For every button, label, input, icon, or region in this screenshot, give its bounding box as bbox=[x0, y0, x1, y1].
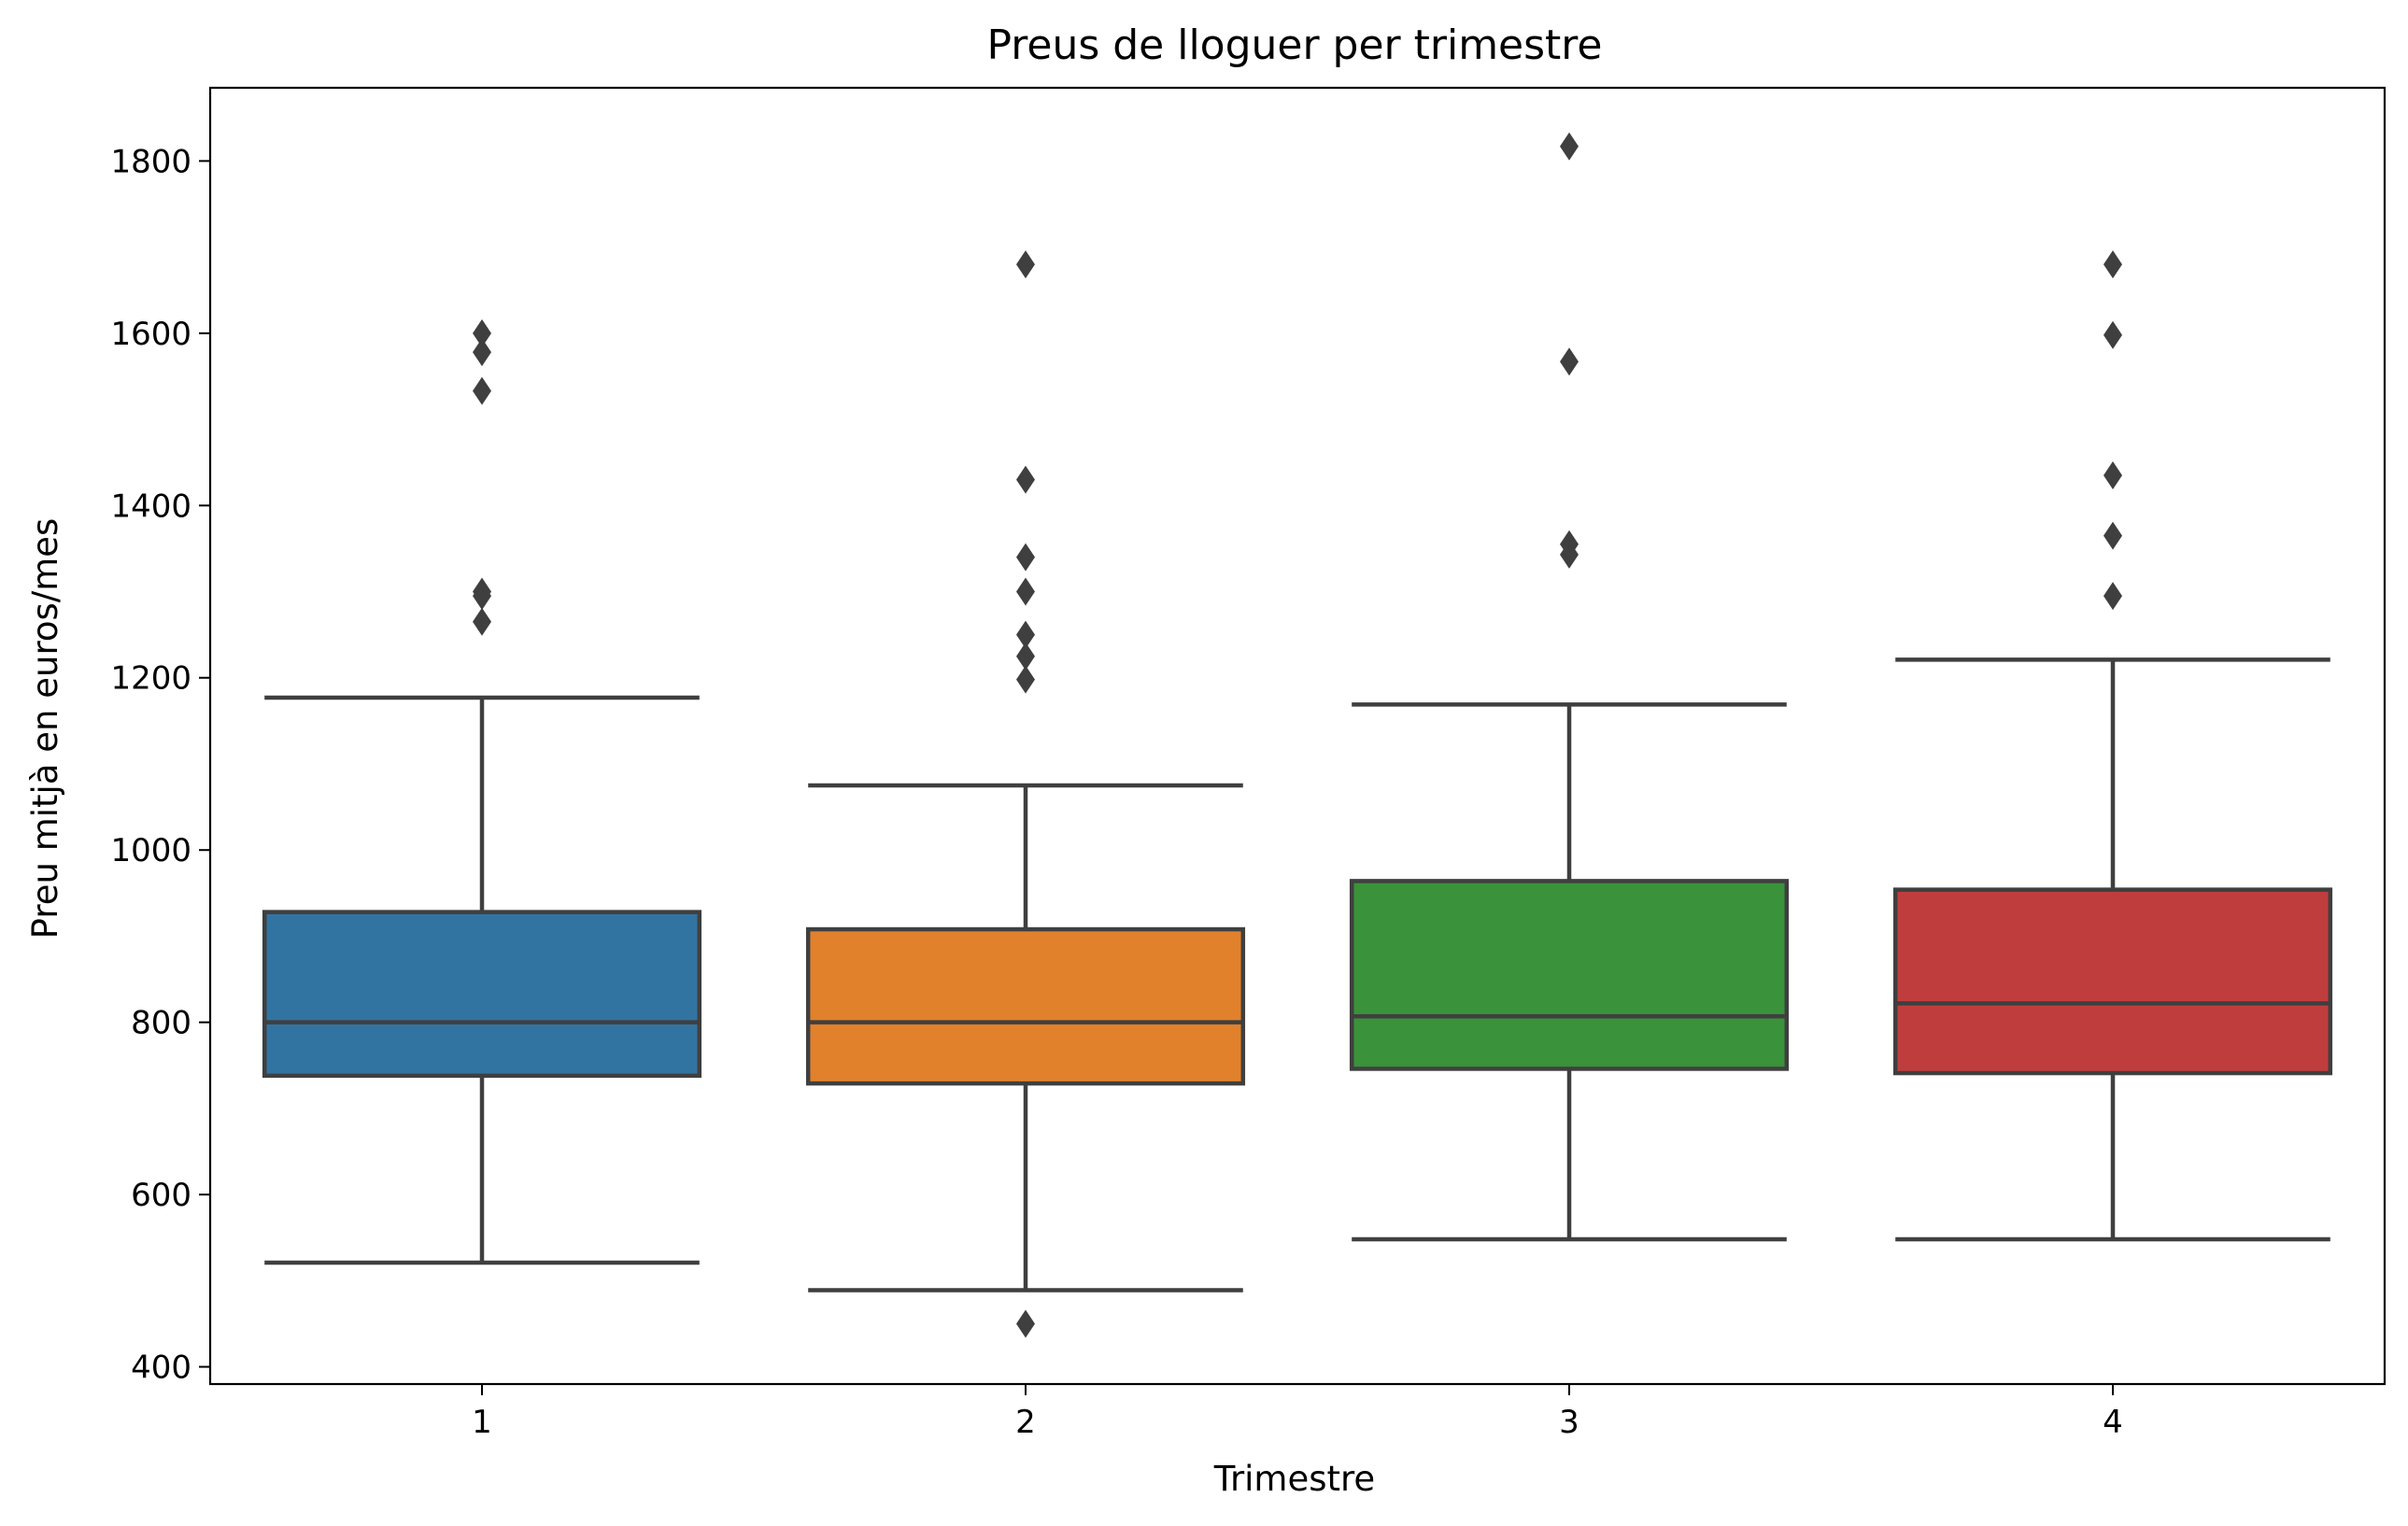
y-axis-label: Preu mitjà en euros/mes bbox=[25, 518, 65, 940]
x-tick-label: 3 bbox=[1559, 1404, 1579, 1441]
outlier-point bbox=[473, 318, 491, 347]
outlier-point bbox=[2103, 320, 2122, 349]
y-axis: 400 600 800 1000 1200 1400 1600 1800 bbox=[110, 143, 210, 1387]
box-group-1 bbox=[262, 318, 702, 1265]
outlier-point bbox=[2103, 250, 2122, 279]
x-tick-label: 4 bbox=[2103, 1404, 2123, 1441]
outlier-point bbox=[473, 338, 491, 367]
outlier-point bbox=[1016, 250, 1035, 279]
outlier-point bbox=[1560, 540, 1579, 569]
chart-title: Preus de lloguer per trimestre bbox=[986, 21, 1602, 69]
outlier-point bbox=[1016, 543, 1035, 572]
outlier-point bbox=[473, 607, 491, 636]
box-iqr bbox=[1349, 879, 1790, 1071]
outlier-point bbox=[1016, 642, 1035, 671]
x-tick-label: 1 bbox=[472, 1404, 492, 1441]
plot-frame bbox=[208, 86, 2387, 1386]
outlier-point bbox=[1016, 620, 1035, 649]
box-group-3 bbox=[1349, 132, 1790, 1242]
box-group-4 bbox=[1892, 250, 2333, 1242]
outlier-point bbox=[1016, 465, 1035, 494]
x-tick-label: 2 bbox=[1015, 1404, 1036, 1441]
outlier-point bbox=[2103, 521, 2122, 550]
box-iqr bbox=[805, 926, 1246, 1086]
y-tick-label: 1400 bbox=[110, 487, 191, 525]
outlier-point bbox=[1016, 665, 1035, 694]
y-tick-label: 1600 bbox=[110, 316, 191, 353]
plot-area bbox=[262, 132, 2333, 1338]
y-tick-label: 400 bbox=[131, 1349, 191, 1387]
x-axis: 1 2 3 4 bbox=[472, 1384, 2123, 1441]
y-tick-label: 800 bbox=[131, 1005, 191, 1042]
box-iqr bbox=[262, 910, 702, 1079]
box-group-2 bbox=[805, 250, 1246, 1338]
y-tick-label: 1800 bbox=[110, 143, 191, 180]
y-tick-label: 1000 bbox=[110, 832, 191, 869]
y-tick-label: 600 bbox=[131, 1177, 191, 1214]
outlier-point bbox=[473, 582, 491, 611]
outlier-point bbox=[473, 376, 491, 405]
x-axis-label: Trimestre bbox=[1213, 1459, 1375, 1499]
outlier-point bbox=[1016, 1309, 1035, 1338]
box-iqr bbox=[1892, 887, 2333, 1076]
outlier-point bbox=[2103, 461, 2122, 490]
outlier-point bbox=[2103, 582, 2122, 611]
outlier-point bbox=[1560, 347, 1579, 376]
outlier-point bbox=[1016, 577, 1035, 606]
outlier-point bbox=[1560, 132, 1579, 161]
y-tick-label: 1200 bbox=[110, 660, 191, 698]
